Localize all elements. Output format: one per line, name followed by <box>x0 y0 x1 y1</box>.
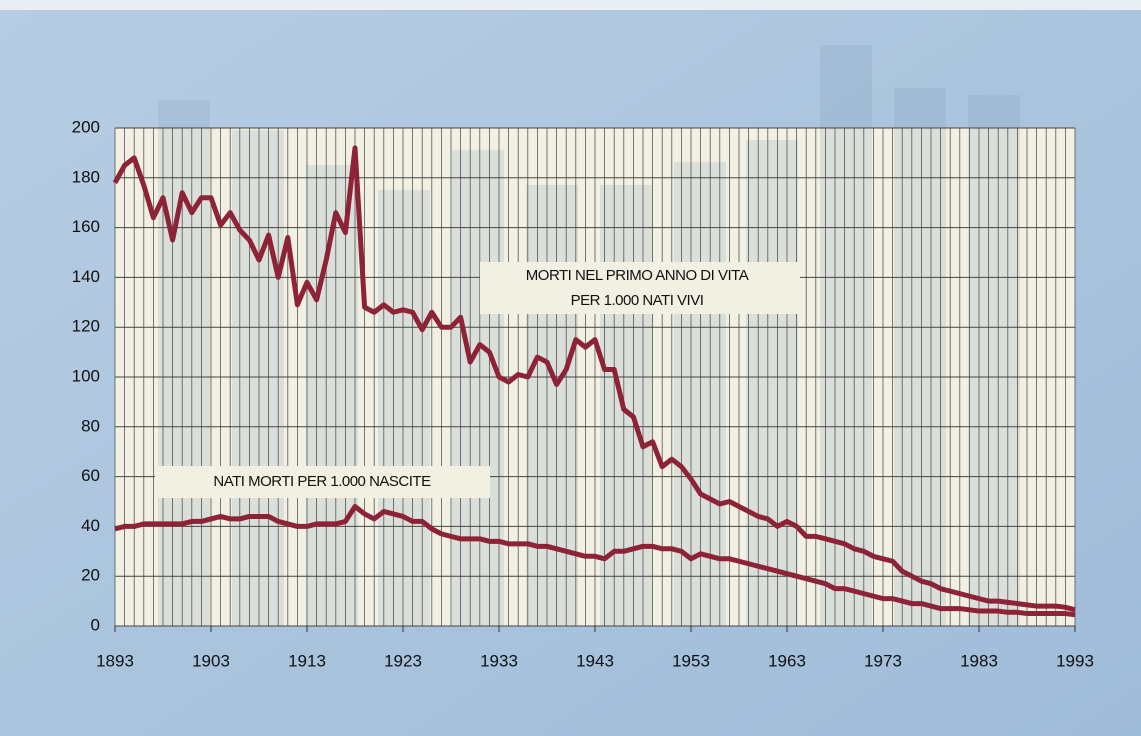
y-tick-label: 0 <box>91 615 100 634</box>
y-tick-label: 20 <box>81 566 100 585</box>
x-tick-label: 1973 <box>864 651 902 670</box>
x-tick-label: 1923 <box>384 651 422 670</box>
y-tick-label: 100 <box>72 366 100 385</box>
x-tick-label: 1913 <box>288 651 326 670</box>
series-label: NATI MORTI PER 1.000 NASCITE <box>213 473 431 490</box>
series-line <box>114 503 1076 618</box>
x-tick-label: 1983 <box>960 651 998 670</box>
x-tick-label: 1893 <box>96 651 134 670</box>
y-tick-label: 120 <box>72 317 100 336</box>
y-tick-label: 200 <box>72 117 100 136</box>
background-bars <box>158 45 1020 626</box>
x-tick-label: 1933 <box>480 651 518 670</box>
x-tick-label: 1903 <box>192 651 230 670</box>
y-tick-label: 40 <box>81 516 100 535</box>
y-tick-label: 80 <box>81 416 100 435</box>
lines <box>112 145 1076 618</box>
x-tick-label: 1953 <box>672 651 710 670</box>
x-tick-label: 1993 <box>1056 651 1094 670</box>
grid <box>114 127 1076 632</box>
series-line <box>112 145 1076 613</box>
x-tick-label: 1943 <box>576 651 614 670</box>
series-label: MORTI NEL PRIMO ANNO DI VITA PER 1.000 NA… <box>526 267 749 309</box>
y-tick-label: 180 <box>72 167 100 186</box>
top-band <box>0 0 1141 10</box>
annotation-box <box>480 262 800 314</box>
annotation-box <box>155 466 490 498</box>
y-tick-label: 140 <box>72 267 100 286</box>
y-tick-label: 60 <box>81 466 100 485</box>
y-tick-label: 160 <box>72 217 100 236</box>
x-tick-label: 1963 <box>768 651 806 670</box>
